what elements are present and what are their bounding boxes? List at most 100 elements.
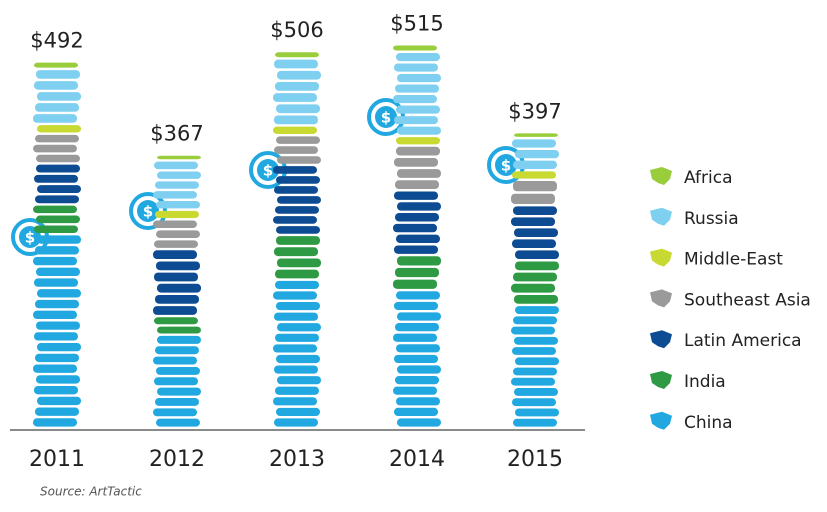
coin <box>512 171 556 179</box>
segment <box>153 161 201 209</box>
coin <box>393 45 437 51</box>
coin <box>274 418 318 427</box>
coin <box>36 375 80 384</box>
coin <box>275 269 319 279</box>
segment <box>511 181 557 204</box>
coin <box>153 306 197 315</box>
coin <box>157 283 201 293</box>
coin <box>277 258 321 268</box>
coin <box>274 365 318 374</box>
legend-icon <box>650 371 672 389</box>
svg-text:$: $ <box>501 157 511 175</box>
segment <box>393 45 437 51</box>
coin <box>276 407 320 417</box>
segment <box>393 256 441 289</box>
coin <box>36 70 80 79</box>
coin <box>397 126 441 135</box>
coin <box>275 333 319 342</box>
coin <box>156 261 200 271</box>
coin <box>511 326 555 335</box>
coin <box>273 216 317 224</box>
coin <box>33 205 77 214</box>
coin <box>513 316 557 325</box>
coin <box>396 52 440 62</box>
coin <box>275 206 319 214</box>
segment <box>33 134 80 163</box>
coin <box>397 365 441 374</box>
coin <box>395 84 439 93</box>
coin <box>395 323 439 332</box>
coin <box>277 196 321 204</box>
coin <box>37 289 81 298</box>
segment <box>33 235 81 427</box>
segment <box>274 236 321 279</box>
coin <box>394 407 438 417</box>
segment <box>393 291 441 427</box>
coin <box>35 246 79 255</box>
coin <box>511 193 555 204</box>
x-tick-label: 2014 <box>389 447 445 472</box>
coin <box>276 236 320 245</box>
coin <box>154 161 198 170</box>
coin <box>37 342 81 352</box>
coin <box>394 116 438 125</box>
coin <box>274 186 318 194</box>
coin <box>275 280 319 290</box>
coin <box>156 366 200 375</box>
coin <box>513 272 557 282</box>
coin <box>277 376 321 385</box>
coin <box>33 310 77 320</box>
coin <box>397 73 441 83</box>
coin <box>35 353 79 363</box>
coin <box>277 323 321 332</box>
coin <box>273 397 317 406</box>
legend-icon <box>650 167 672 185</box>
coin <box>36 154 80 163</box>
coin <box>513 206 557 215</box>
segment <box>153 335 201 427</box>
segment <box>512 139 559 169</box>
coin <box>511 217 555 226</box>
coin <box>396 137 440 145</box>
coin <box>157 155 201 160</box>
coin <box>395 267 439 278</box>
coin <box>276 104 320 114</box>
coin <box>514 388 558 396</box>
coin <box>34 81 78 90</box>
coin <box>276 354 320 364</box>
coin <box>275 81 319 91</box>
coin <box>512 347 556 355</box>
coin <box>37 235 81 244</box>
coin <box>156 418 200 427</box>
coin <box>35 103 79 112</box>
coin <box>156 230 200 238</box>
x-tick-label: 2015 <box>507 447 563 472</box>
coin <box>153 191 197 199</box>
segment <box>155 210 199 219</box>
coin <box>276 301 320 311</box>
coin <box>276 176 320 184</box>
segment <box>34 62 78 68</box>
segment <box>154 317 201 334</box>
coin <box>515 150 559 159</box>
coin <box>34 278 78 287</box>
coin <box>155 294 199 304</box>
coin <box>273 126 317 134</box>
coin <box>396 105 440 114</box>
total-label: $506 <box>270 18 323 42</box>
coin <box>155 397 199 406</box>
coin <box>273 93 317 102</box>
coin <box>34 62 78 68</box>
coin <box>393 279 437 289</box>
svg-text:$: $ <box>143 203 153 221</box>
coin <box>395 376 439 385</box>
coin <box>155 210 199 219</box>
coin <box>34 174 78 183</box>
coin <box>37 125 81 133</box>
coin <box>397 418 441 427</box>
coin <box>36 321 80 330</box>
coin <box>515 250 559 260</box>
legend-label: Middle-East <box>684 250 783 270</box>
coin <box>513 160 557 169</box>
coin <box>274 247 318 257</box>
